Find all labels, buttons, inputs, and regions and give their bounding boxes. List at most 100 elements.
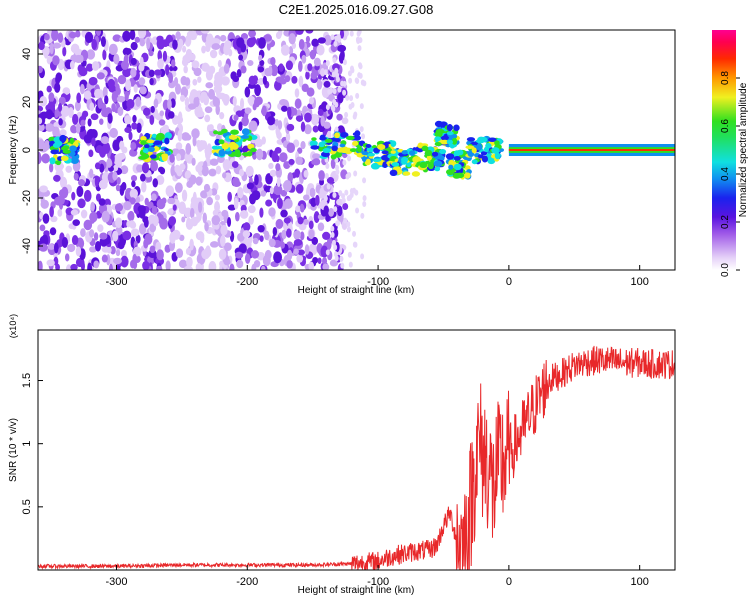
heatmap-cell [44,33,50,41]
heatmap-cell [305,30,314,34]
heatmap-cell [340,262,345,269]
heatmap-cell [244,86,251,98]
heatmap-cell [183,65,188,74]
heatmap-cell [471,147,477,154]
heatmap-cell [322,148,331,154]
heatmap-cell [353,111,358,118]
heatmap-cell [349,148,357,153]
heatmap-cell [297,216,304,225]
heatmap-cell [323,80,331,88]
heatmap-cell [303,194,310,201]
heatmap-cell [345,173,350,180]
heatmap-cell [381,150,389,155]
heatmap-cell [53,174,61,182]
heatmap-cell [83,219,93,231]
heatmap-cell [91,38,98,50]
heatmap-cell [120,60,129,70]
heatmap-cell [336,147,345,153]
heatmap-cell [206,196,214,206]
heatmap-cell [341,117,349,125]
heatmap-cell [345,94,350,101]
heatmap-cell [132,114,137,123]
heatmap-cell [130,174,138,182]
heatmap-cell [135,96,141,108]
heatmap-cell [154,69,162,76]
heatmap-cell [165,260,171,270]
heatmap-cell [303,170,309,178]
heatmap-cell [71,234,79,246]
heatmap-cell [349,65,354,72]
heatmap-cell [39,185,48,193]
heatmap-cell [49,157,56,165]
heatmap-cell [330,158,336,170]
heatmap-cell [175,142,183,150]
heatmap-cell [143,218,149,228]
heatmap-cell [303,218,309,225]
spectrogram-x-tick-label: 100 [631,276,649,288]
heatmap-cell [333,206,338,213]
heatmap-cell [89,168,94,179]
heatmap-cell [314,194,320,206]
heatmap-cell [46,85,52,93]
heatmap-cell [243,222,251,232]
heatmap-cell [336,113,343,121]
heatmap-cell [335,168,340,175]
heatmap-cell [141,181,147,193]
heatmap-cell [201,62,210,71]
heatmap-cell [124,127,132,134]
heatmap-cell [299,231,305,241]
heatmap-cell [232,75,240,83]
heatmap-cell [94,175,99,188]
heatmap-cell [239,97,245,110]
heatmap-cell [110,245,116,255]
heatmap-cell [258,37,266,49]
heatmap-cell [113,164,119,172]
heatmap-cell [62,46,67,57]
heatmap-cell [238,243,247,254]
heatmap-cell [79,83,85,95]
heatmap-cell [130,142,137,150]
heatmap-cell [181,189,188,202]
heatmap-cell [288,33,296,45]
heatmap-cell [95,145,104,154]
spectrogram-y-axis: -40 -20 0 20 40 [21,48,43,254]
heatmap-cell [184,151,191,163]
heatmap-cell [466,137,476,142]
heatmap-cell [280,209,288,218]
heatmap-cell [150,193,157,201]
heatmap-cell [125,48,132,55]
heatmap-cell [208,261,217,270]
heatmap-cell [174,83,181,95]
heatmap-cell [319,134,326,141]
heatmap-cell [130,228,140,237]
heatmap-cell [247,60,254,67]
heatmap-cell [325,60,330,67]
heatmap-cell [221,142,229,150]
heatmap-cell [95,30,102,36]
heatmap-cell [333,40,338,47]
heatmap-cell [186,30,196,39]
heatmap-cell [361,133,366,140]
heatmap-cell [93,232,99,241]
heatmap-cell [281,105,288,112]
heatmap-cell [308,229,315,239]
heatmap-cell [174,115,184,125]
heatmap-cell [355,78,360,85]
heatmap-cell [401,150,408,155]
heatmap-cell [273,251,283,264]
heatmap-cell [342,59,347,66]
heatmap-cell [322,257,328,266]
heatmap-cell [325,249,330,256]
spectrogram-x-tick-label: -300 [105,276,127,288]
heatmap-cell [259,207,264,218]
heatmap-cell [130,57,137,66]
heatmap-cell [246,37,255,48]
heatmap-cell [44,139,50,151]
heatmap-cell [82,110,89,118]
heatmap-cell [147,146,155,153]
heatmap-cell [38,65,43,74]
heatmap-cell [131,180,136,188]
heatmap-cell [219,34,227,42]
heatmap-cell [238,121,243,132]
heatmap-cell [279,78,287,85]
